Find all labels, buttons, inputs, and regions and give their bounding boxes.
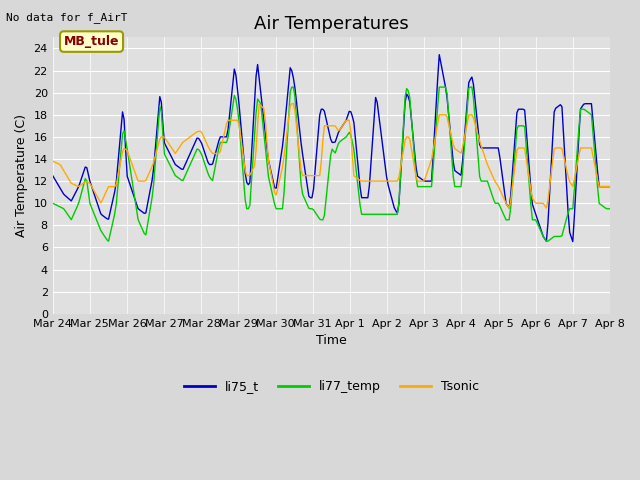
X-axis label: Time: Time bbox=[316, 334, 347, 347]
Tsonic bbox=[234, 118, 241, 123]
li77_temp bbox=[606, 206, 614, 212]
li77_temp bbox=[49, 200, 56, 206]
li75_t bbox=[292, 98, 300, 104]
Tsonic bbox=[543, 205, 550, 211]
li77_temp bbox=[296, 159, 303, 165]
li75_t bbox=[606, 184, 614, 190]
li77_temp bbox=[579, 107, 586, 112]
Tsonic bbox=[294, 137, 302, 143]
Legend: li75_t, li77_temp, Tsonic: li75_t, li77_temp, Tsonic bbox=[179, 375, 484, 398]
li77_temp bbox=[244, 206, 252, 212]
Tsonic bbox=[288, 101, 296, 107]
Tsonic bbox=[117, 157, 125, 163]
Tsonic bbox=[579, 145, 586, 151]
Text: MB_tule: MB_tule bbox=[64, 35, 119, 48]
li75_t bbox=[117, 126, 125, 132]
li75_t bbox=[579, 104, 586, 109]
li77_temp bbox=[288, 84, 296, 90]
li77_temp bbox=[118, 131, 126, 137]
Tsonic bbox=[215, 151, 223, 156]
Y-axis label: Air Temperature (C): Air Temperature (C) bbox=[15, 114, 28, 237]
Line: li77_temp: li77_temp bbox=[52, 87, 610, 241]
Tsonic bbox=[243, 173, 251, 179]
Line: li75_t: li75_t bbox=[52, 55, 610, 241]
Tsonic bbox=[606, 184, 614, 190]
Line: Tsonic: Tsonic bbox=[52, 104, 610, 208]
Tsonic bbox=[49, 158, 56, 164]
li75_t bbox=[49, 173, 56, 179]
li77_temp bbox=[216, 140, 224, 145]
li75_t bbox=[234, 86, 241, 92]
li75_t bbox=[243, 180, 251, 185]
li75_t bbox=[215, 138, 223, 144]
li75_t bbox=[569, 239, 577, 244]
Title: Air Temperatures: Air Temperatures bbox=[254, 15, 409, 33]
Text: No data for f_AirT: No data for f_AirT bbox=[6, 12, 128, 23]
li77_temp bbox=[105, 239, 113, 244]
li77_temp bbox=[235, 119, 243, 124]
li75_t bbox=[435, 52, 443, 58]
